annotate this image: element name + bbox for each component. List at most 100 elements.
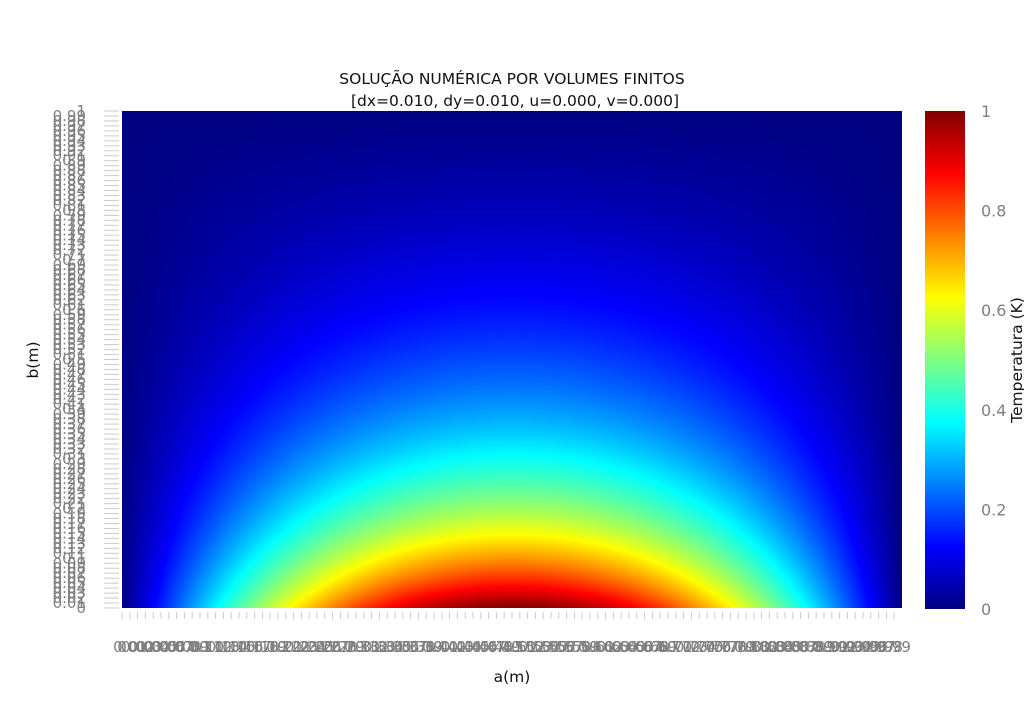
heatmap-plot-area (122, 111, 902, 608)
y-tick-label: 0.61 (53, 296, 86, 314)
chart-title: SOLUÇÃO NUMÉRICA POR VOLUMES FINITOS (339, 69, 684, 88)
x-tick-label: 0.22 (277, 638, 310, 656)
y-tick-label: 0.83 (53, 186, 86, 204)
y-tick-label: 0.25 (53, 475, 86, 493)
y-tick-label: 0.8 (62, 201, 86, 219)
x-tick-label: 0.96 (854, 638, 887, 656)
x-tick-label: 0.71 (659, 638, 692, 656)
y-tick-label: 0.86 (53, 172, 86, 190)
y-tick-label: 0.03 (53, 584, 86, 602)
y-tick-label: 0.6 (62, 301, 86, 319)
y-tick-label: 0.59 (53, 306, 86, 324)
y-tick-label: 0.53 (53, 336, 86, 354)
y-tick-label: 0.94 (53, 132, 86, 150)
y-tick-label: 0.1 (62, 549, 86, 567)
y-tick-label: 0.97 (53, 117, 86, 135)
y-tick-label: 0.36 (53, 420, 86, 438)
y-axis-ticks: 00.010.020.030.040.050.060.070.080.090.1… (53, 102, 119, 617)
x-tick-label: 0.57 (550, 638, 583, 656)
y-tick-label: 0.22 (53, 490, 86, 508)
x-tick-label: 0.7 (656, 638, 680, 656)
x-tick-label: 0.8 (734, 638, 758, 656)
x-tick-label: 0.67 (628, 638, 661, 656)
x-tick-label: 0.18 (246, 638, 279, 656)
x-tick-label: 0.1 (188, 638, 212, 656)
x-tick-label: 0.72 (667, 638, 700, 656)
x-tick-label: 0.94 (838, 638, 871, 656)
x-tick-label: 0.14 (214, 638, 247, 656)
x-tick-label: 0.3 (344, 638, 368, 656)
y-tick-label: 0.13 (53, 534, 86, 552)
x-tick-label: 0.58 (558, 638, 591, 656)
x-tick-label: 0.32 (355, 638, 388, 656)
colorbar-tick-label: 0.4 (981, 401, 1006, 420)
x-tick-label: 0.51 (503, 638, 536, 656)
y-tick-label: 0.89 (53, 157, 86, 175)
y-tick-label: 0.05 (53, 574, 86, 592)
y-tick-label: 0.49 (53, 355, 86, 373)
y-tick-label: 0.2 (62, 500, 86, 518)
x-tick-label: 0.19 (253, 638, 286, 656)
y-tick-label: 0.37 (53, 415, 86, 433)
x-tick-label: 0.85 (768, 638, 801, 656)
x-tick-label: 0.26 (308, 638, 341, 656)
x-tick-label: 0.24 (292, 638, 325, 656)
y-tick-label: 0.32 (53, 440, 86, 458)
y-tick-label: 0.7 (62, 251, 86, 269)
x-tick-label: 0.91 (815, 638, 848, 656)
y-tick-label: 0.64 (53, 281, 86, 299)
x-tick-label: 0.05 (144, 638, 177, 656)
y-tick-label: 0.75 (53, 226, 86, 244)
y-tick-label: 0.74 (53, 231, 86, 249)
x-tick-label: 0.15 (222, 638, 255, 656)
y-tick-label: 0 (76, 599, 86, 617)
y-tick-label: 0.66 (53, 271, 86, 289)
y-tick-label: 0.5 (62, 351, 86, 369)
y-tick-label: 0.15 (53, 524, 86, 542)
x-tick-label: 0.47 (472, 638, 505, 656)
y-tick-label: 0.63 (53, 286, 86, 304)
y-tick-label: 0.26 (53, 470, 86, 488)
x-tick-label: 0.08 (168, 638, 201, 656)
x-tick-label: 0.2 (266, 638, 290, 656)
y-tick-label: 0.17 (53, 515, 86, 533)
y-tick-label: 0.24 (53, 480, 86, 498)
x-tick-label: 0.07 (160, 638, 193, 656)
x-tick-label: 0.11 (191, 638, 224, 656)
y-tick-label: 0.02 (53, 589, 86, 607)
x-tick-label: 0.9 (812, 638, 836, 656)
y-tick-label: 0.39 (53, 405, 86, 423)
y-tick-label: 0.14 (53, 529, 86, 547)
x-tick-label: 0.74 (682, 638, 715, 656)
x-tick-label: 0.33 (363, 638, 396, 656)
x-tick-label: 0.53 (519, 638, 552, 656)
x-tick-label: 0.46 (464, 638, 497, 656)
x-tick-label: 0.45 (456, 638, 489, 656)
y-tick-label: 0.69 (53, 256, 86, 274)
y-tick-label: 0.35 (53, 425, 86, 443)
x-tick-label: 0.88 (792, 638, 825, 656)
y-tick-label: 0.48 (53, 360, 86, 378)
y-tick-label: 0.68 (53, 261, 86, 279)
x-tick-label: 0.92 (823, 638, 856, 656)
y-tick-label: 0.31 (53, 445, 86, 463)
x-tick-label: 0.78 (714, 638, 747, 656)
x-tick-label: 0.99 (877, 638, 910, 656)
x-tick-label: 0.06 (152, 638, 185, 656)
y-tick-label: 0.47 (53, 365, 86, 383)
x-tick-label: 0.83 (753, 638, 786, 656)
x-tick-label: 0.34 (370, 638, 403, 656)
chart-subtitle: [dx=0.010, dy=0.010, u=0.000, v=0.000] (351, 92, 679, 110)
x-tick-label: 0.27 (316, 638, 349, 656)
x-tick-label: 0.93 (831, 638, 864, 656)
x-tick-label: 0.61 (581, 638, 614, 656)
y-tick-label: 0.04 (53, 579, 86, 597)
x-tick-label: 0.35 (378, 638, 411, 656)
colorbar-tick-label: 1 (981, 102, 991, 121)
x-tick-label: 0 (117, 638, 127, 656)
y-tick-label: 0.09 (53, 554, 86, 572)
y-tick-label: 0.71 (53, 246, 86, 264)
colorbar (925, 111, 965, 609)
y-tick-label: 0.41 (53, 395, 86, 413)
